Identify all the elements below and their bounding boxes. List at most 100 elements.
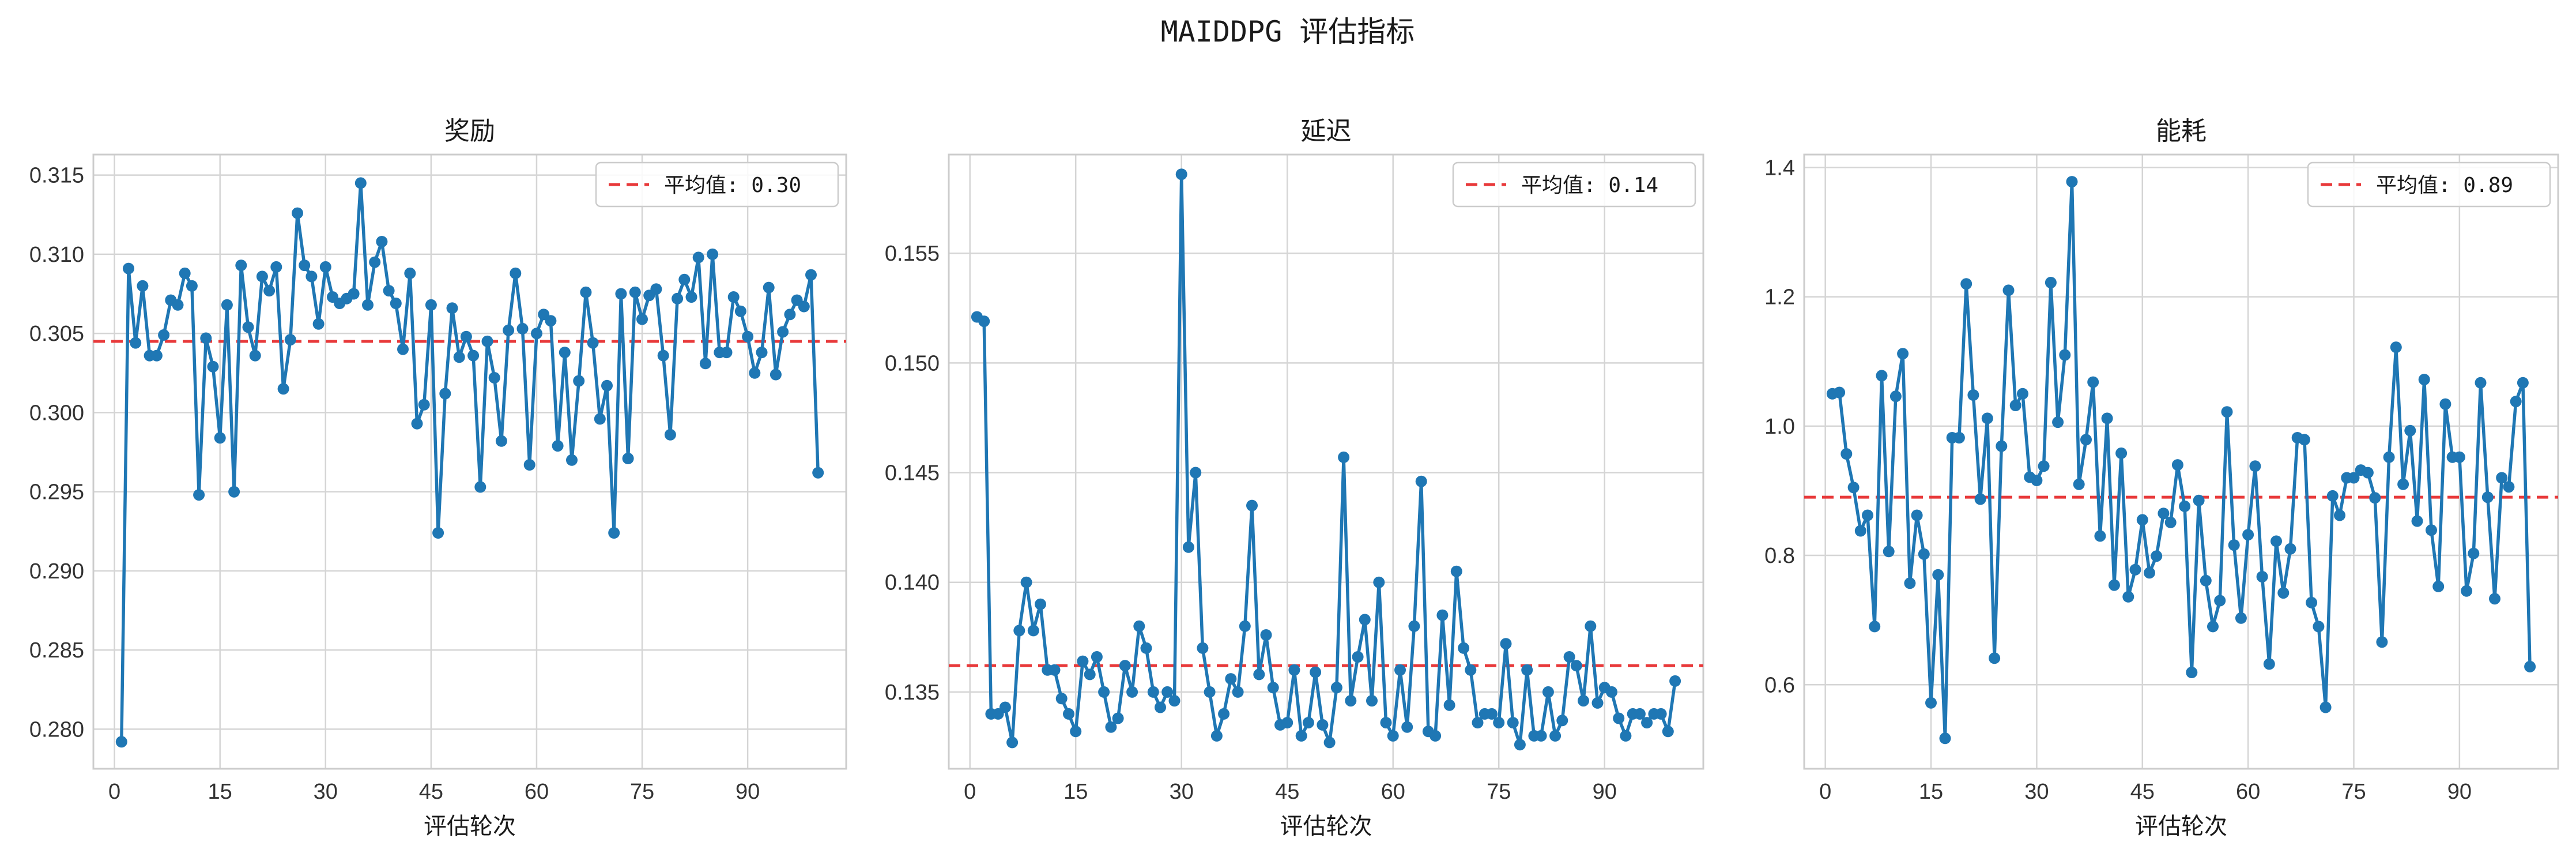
x-tick-label: 0 [108, 780, 120, 804]
data-point [263, 285, 276, 297]
data-point [629, 286, 641, 298]
data-point [1288, 664, 1300, 676]
data-point [516, 322, 529, 334]
data-point [999, 701, 1011, 713]
data-point [2221, 406, 2233, 418]
data-point [312, 318, 325, 330]
data-point [1430, 730, 1442, 742]
x-tick-label: 15 [1063, 780, 1088, 804]
data-point [200, 332, 212, 344]
data-point [1345, 695, 1357, 707]
y-tick-label: 0.150 [885, 351, 940, 375]
data-point [1063, 708, 1074, 720]
data-point [2418, 374, 2430, 386]
data-point [1168, 695, 1180, 707]
series-line [120, 181, 820, 742]
data-point [1620, 730, 1632, 742]
data-point [978, 315, 990, 328]
data-point [2496, 472, 2508, 484]
y-tick-label: 0.280 [29, 717, 84, 742]
data-point [545, 315, 557, 327]
data-point [1918, 548, 1930, 560]
x-tick-label: 15 [208, 780, 232, 804]
data-point [1267, 682, 1279, 694]
data-point [439, 388, 451, 400]
data-point [2390, 341, 2402, 354]
data-point [1436, 609, 1449, 621]
data-point [503, 324, 515, 336]
y-tick-label: 0.295 [29, 480, 84, 505]
data-point [1904, 577, 1916, 589]
data-point [1634, 708, 1646, 720]
data-point [1549, 730, 1562, 742]
data-point [1006, 736, 1019, 749]
data-point [1373, 576, 1385, 588]
data-point [467, 349, 480, 362]
data-point [1450, 565, 1462, 577]
y-tick-label: 0.285 [29, 638, 84, 663]
data-point [2186, 667, 2198, 678]
data-point [2383, 451, 2395, 463]
series-line [976, 172, 1677, 746]
data-point [566, 454, 578, 466]
data-point [1253, 668, 1265, 681]
legend-label: 平均值: 0.30 [664, 174, 801, 197]
data-point [2179, 500, 2191, 512]
data-point [235, 260, 247, 272]
data-point [1190, 467, 1202, 479]
y-tick-label: 1.4 [1764, 156, 1795, 180]
data-point [1387, 730, 1399, 742]
data-point [2087, 376, 2099, 388]
data-point [1869, 621, 1881, 633]
data-point [580, 286, 592, 298]
y-tick-label: 1.2 [1764, 285, 1795, 310]
data-point [1613, 712, 1625, 724]
data-point [130, 337, 142, 349]
data-point [1443, 699, 1455, 711]
data-point [1591, 697, 1604, 709]
data-point [115, 736, 127, 748]
data-point [354, 177, 367, 189]
data-point [1317, 719, 1329, 731]
x-tick-label: 30 [1170, 780, 1194, 804]
data-point [1521, 664, 1533, 676]
data-point [319, 261, 331, 273]
data-point [1862, 509, 1873, 521]
x-tick-label: 45 [2130, 780, 2155, 804]
data-point [2397, 478, 2409, 490]
x-tick-label: 0 [964, 780, 976, 804]
data-point [672, 292, 684, 305]
x-axis-label: 评估轮次 [424, 813, 516, 840]
data-point [1486, 708, 1498, 720]
data-point [784, 309, 796, 321]
data-point [1394, 664, 1406, 676]
legend: 平均值: 0.89 [2307, 161, 2551, 208]
data-point [1542, 686, 1554, 698]
data-point [1507, 717, 1519, 729]
data-point [158, 329, 170, 341]
data-point [2284, 543, 2296, 555]
data-point [763, 281, 775, 294]
data-point [559, 347, 571, 359]
data-point [2517, 377, 2529, 389]
data-point [2164, 516, 2177, 528]
plot-area [949, 155, 1703, 769]
y-tick-label: 0.8 [1764, 544, 1795, 568]
data-point [2348, 472, 2360, 484]
data-point [721, 347, 733, 359]
data-point [1197, 642, 1209, 654]
data-point [812, 467, 824, 479]
data-point [1606, 686, 1617, 698]
data-point [411, 418, 423, 430]
data-point [1323, 736, 1336, 749]
data-point [1535, 730, 1547, 742]
data-point [488, 372, 500, 384]
data-point [2115, 447, 2128, 459]
data-point [1514, 739, 1526, 751]
data-point [425, 299, 437, 311]
data-point [2298, 434, 2310, 446]
data-point [1967, 389, 1979, 401]
data-point [734, 305, 746, 317]
data-point [362, 299, 374, 311]
data-point [742, 330, 754, 343]
